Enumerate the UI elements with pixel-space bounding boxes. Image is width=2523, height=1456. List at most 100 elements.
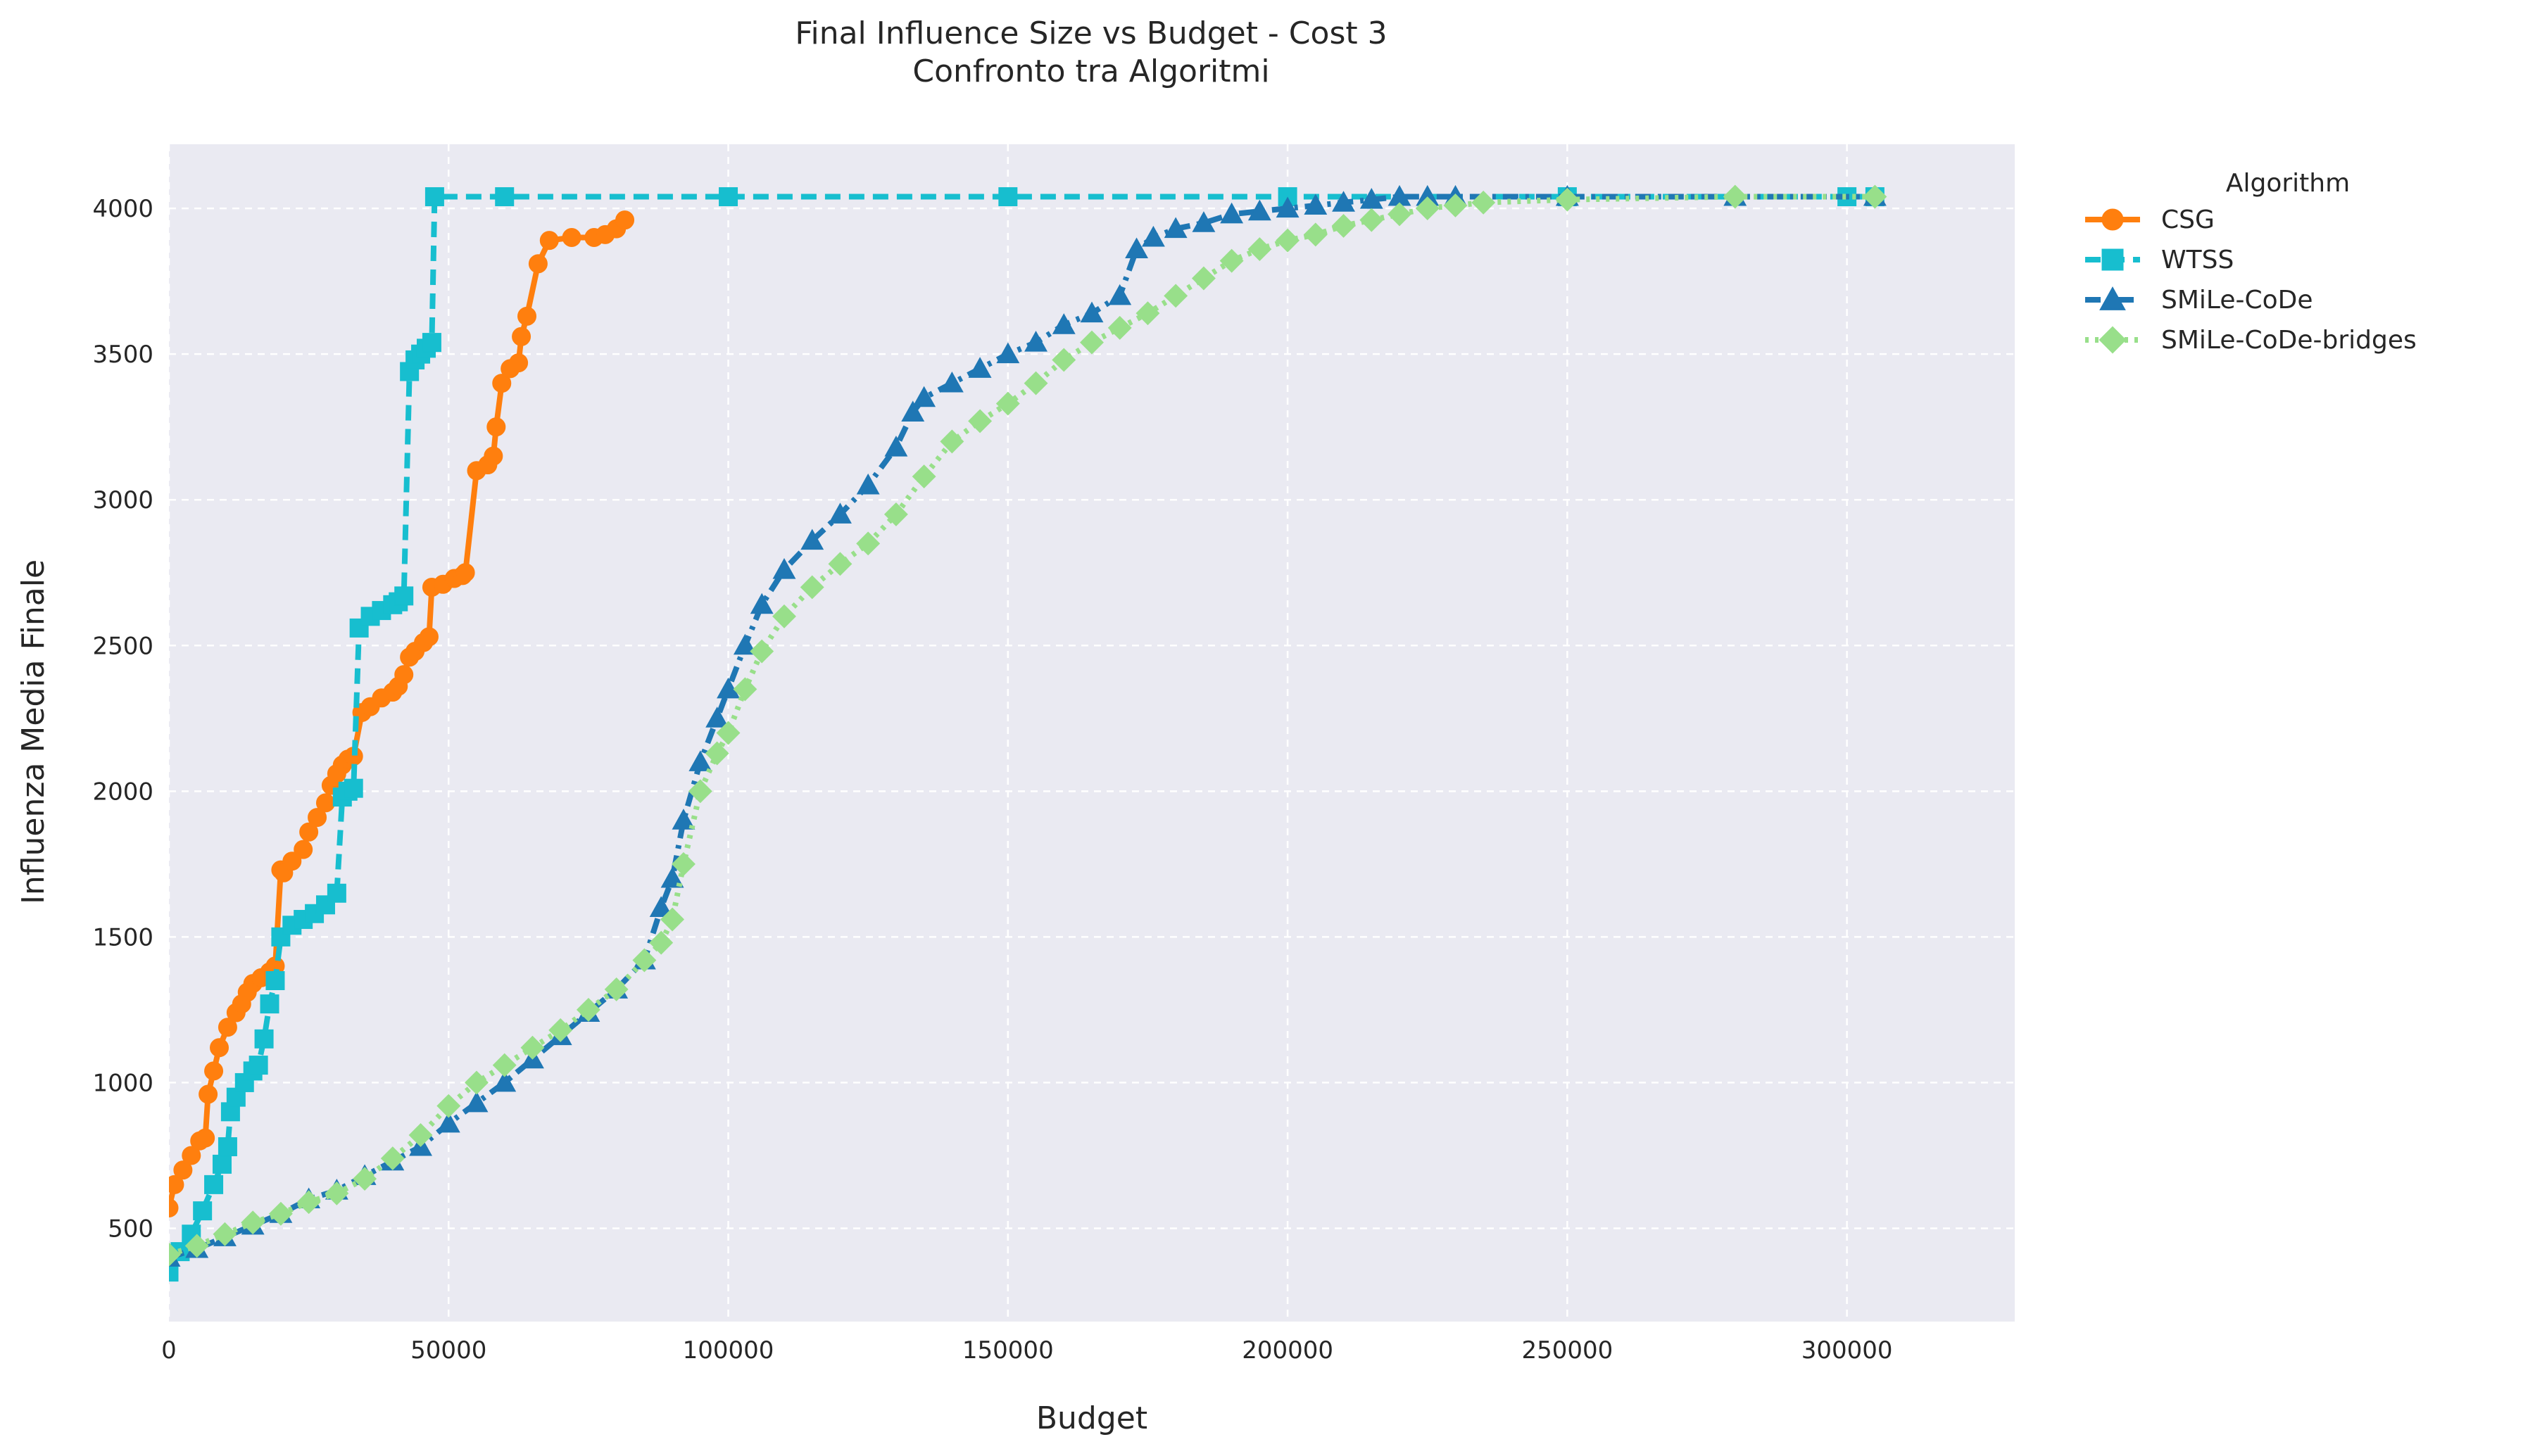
data-point	[493, 1070, 517, 1092]
data-point	[548, 1018, 573, 1042]
legend-items: CSG WTSS SMiLe-CoDe SMiLe-CoDe-bridges	[2085, 205, 2417, 355]
data-point	[660, 907, 685, 932]
data-point	[995, 391, 1020, 416]
data-point	[1303, 222, 1328, 247]
data-point	[204, 1061, 224, 1081]
data-point	[604, 977, 629, 1001]
data-point	[422, 333, 441, 353]
data-point	[649, 930, 674, 955]
data-point	[1080, 330, 1104, 355]
data-point	[210, 1038, 229, 1058]
data-point	[1247, 237, 1272, 262]
data-point	[169, 1242, 181, 1267]
data-point	[1107, 315, 1132, 340]
data-point	[940, 429, 964, 454]
data-point	[241, 1210, 265, 1235]
data-point	[719, 187, 738, 207]
data-point	[1415, 196, 1440, 221]
x-tick-label: 200000	[1242, 1336, 1333, 1365]
y-tick-label: 1500	[92, 923, 153, 951]
data-point	[327, 883, 346, 903]
x-axis-label: Budget	[1036, 1400, 1147, 1436]
data-point	[325, 1181, 349, 1205]
data-point	[465, 1091, 489, 1113]
data-point	[705, 741, 729, 766]
data-point	[218, 1137, 237, 1157]
legend-item-csg: CSG	[2085, 205, 2215, 234]
data-point	[750, 639, 774, 664]
data-point	[1863, 184, 1887, 209]
data-point	[254, 1029, 274, 1049]
data-point	[169, 1198, 179, 1217]
y-axis-ticks: 500 1000 1500 2000 2500 3000 3500 4000	[92, 195, 153, 1243]
data-point	[517, 306, 537, 326]
x-tick-label: 300000	[1801, 1336, 1893, 1365]
data-point	[883, 502, 908, 526]
x-tick-label: 250000	[1521, 1336, 1613, 1365]
data-point	[632, 948, 657, 973]
legend-label: SMiLe-CoDe	[2161, 286, 2313, 315]
data-point	[492, 374, 512, 393]
data-point	[800, 528, 824, 550]
legend-title: Algorithm	[2226, 169, 2350, 198]
y-tick-label: 4000	[92, 195, 153, 223]
data-point	[1164, 284, 1188, 308]
data-point	[1192, 211, 1216, 232]
data-point	[455, 563, 475, 583]
data-point	[1220, 202, 1244, 224]
y-axis-label: Influenza Media Finale	[15, 559, 51, 904]
data-point	[308, 808, 327, 828]
data-point	[1471, 190, 1496, 215]
data-point	[688, 750, 712, 771]
data-point	[1443, 194, 1468, 217]
data-point	[562, 228, 581, 248]
y-tick-label: 1000	[92, 1069, 153, 1097]
data-point	[856, 473, 880, 495]
data-point	[672, 852, 696, 876]
data-point	[204, 1175, 224, 1194]
legend-label: SMiLe-CoDe-bridges	[2161, 326, 2417, 355]
data-point	[315, 793, 335, 813]
data-point	[1108, 284, 1132, 305]
data-point	[212, 1154, 232, 1174]
data-point	[218, 1018, 237, 1037]
data-point	[660, 866, 684, 888]
data-point	[615, 210, 635, 230]
data-point	[772, 604, 796, 628]
data-point	[884, 436, 908, 457]
data-point	[1141, 225, 1165, 247]
data-point	[282, 852, 302, 871]
data-point	[1304, 194, 1328, 215]
data-point	[1080, 301, 1104, 323]
data-point	[968, 357, 992, 378]
data-point	[772, 557, 796, 579]
data-point	[705, 707, 729, 728]
series-wtss	[169, 187, 1885, 1282]
data-point	[268, 1201, 293, 1226]
data-point	[436, 1111, 460, 1133]
data-point	[509, 353, 529, 373]
data-point	[733, 633, 757, 655]
data-point	[733, 677, 757, 702]
data-point	[299, 822, 319, 842]
data-point	[672, 809, 696, 830]
legend: Algorithm CSG WTSS SMiLe-CoDe SMiLe-CoDe-br…	[2085, 169, 2417, 355]
data-point	[576, 997, 600, 1022]
data-point	[1247, 199, 1271, 221]
data-point	[169, 1262, 179, 1282]
data-point	[169, 1175, 184, 1194]
legend-marker	[2099, 326, 2127, 354]
data-point	[199, 1084, 218, 1104]
legend-marker	[2099, 286, 2126, 310]
data-point	[408, 1123, 433, 1147]
data-point	[419, 627, 439, 647]
data-point	[296, 1190, 321, 1215]
data-point	[193, 1201, 213, 1221]
data-point	[829, 502, 852, 524]
data-point	[184, 1234, 209, 1258]
data-point	[1276, 228, 1300, 253]
data-point	[1359, 208, 1384, 232]
x-tick-label: 0	[161, 1336, 177, 1365]
legend-label: WTSS	[2161, 246, 2234, 274]
legend-marker	[2101, 208, 2124, 231]
